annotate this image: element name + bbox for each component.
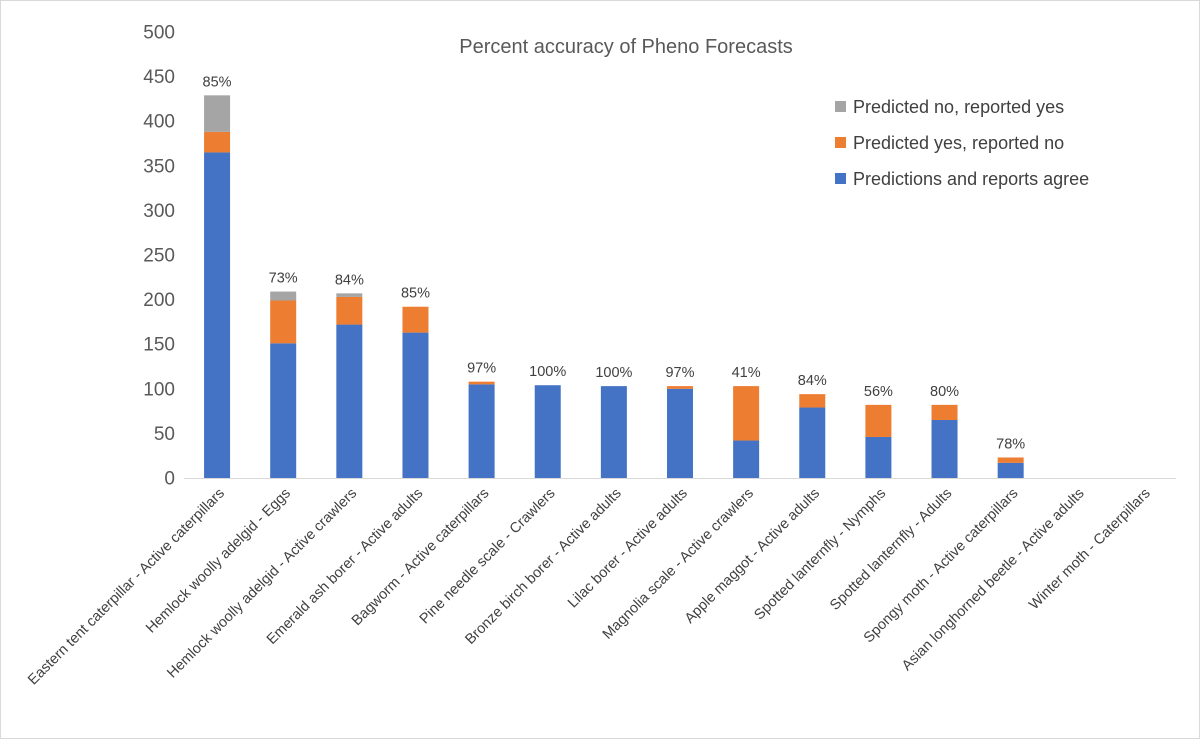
- bar-segment-1: [997, 462, 1024, 478]
- bar-segment-1: [733, 440, 760, 478]
- legend-swatch: [835, 101, 846, 112]
- bar-segment-1: [336, 324, 363, 478]
- bar-data-label: 85%: [401, 286, 430, 302]
- bar-data-label: 41%: [732, 365, 761, 381]
- y-tick-label: 400: [143, 112, 175, 133]
- bar-segment-2: [270, 300, 297, 344]
- bar-segment-1: [468, 384, 495, 478]
- category-label: Winter moth - Caterpillars: [1026, 486, 1154, 614]
- bar-segment-2: [931, 404, 958, 421]
- y-tick-label: 350: [143, 156, 175, 177]
- bar-data-label: 56%: [864, 384, 893, 400]
- category-label: Apple maggot - Active adults: [682, 486, 823, 627]
- bar-data-label: 80%: [930, 384, 959, 400]
- category-label: Spotted lanternfly - Adults: [827, 486, 955, 614]
- category-label: Lilac borer - Active adults: [565, 486, 691, 612]
- y-tick-label: 50: [154, 424, 175, 445]
- category-label: Hemlock woolly adelgid - Eggs: [143, 486, 294, 637]
- bar-segment-1: [270, 343, 297, 478]
- bar-segment-3: [204, 95, 231, 132]
- data-labels: 85% 73% 84% 85% 97% 100% 100% 97% 41% 84% 56% 80% 78…: [203, 74, 1026, 452]
- category-label: Pine needle scale - Crawlers: [417, 486, 559, 628]
- bar-data-label: 97%: [467, 361, 496, 377]
- bar-segment-1: [534, 385, 561, 478]
- chart-title: Percent accuracy of Pheno Forecasts: [459, 36, 793, 58]
- legend-entry: Predicted yes, reported no: [853, 133, 1064, 153]
- bar-segment-1: [600, 386, 627, 478]
- y-tick-label: 250: [143, 246, 175, 267]
- legend-entry: Predictions and reports agree: [853, 169, 1089, 189]
- legend-swatch: [835, 173, 846, 184]
- bar-segment-1: [402, 332, 429, 478]
- category-label: Spotted lanternfly - Nymphs: [751, 486, 889, 624]
- bar-data-label: 84%: [335, 272, 364, 288]
- bar-data-label: 73%: [269, 271, 298, 287]
- y-tick-label: 200: [143, 290, 175, 311]
- y-axis: 0 50 100 150 200 250 300 350 400 450 500: [143, 23, 175, 490]
- bar-data-label: 84%: [798, 373, 827, 389]
- legend: Predicted no, reported yes Predicted yes,…: [835, 97, 1089, 189]
- bar-segment-1: [865, 436, 892, 478]
- category-label: Bagworm - Active caterpillars: [349, 486, 493, 630]
- bar-segment-2: [733, 386, 760, 441]
- bar-data-label: 78%: [996, 436, 1025, 452]
- bar-segment-3: [270, 291, 297, 301]
- y-tick-label: 300: [143, 201, 175, 222]
- bar-segment-2: [468, 381, 495, 385]
- bar-segment-2: [865, 404, 892, 437]
- bar-data-label: 100%: [595, 365, 632, 381]
- y-tick-label: 150: [143, 335, 175, 356]
- bar-segment-3: [336, 293, 363, 297]
- bars: [204, 95, 1024, 479]
- bar-data-label: 100%: [529, 364, 566, 380]
- bar-segment-2: [799, 394, 826, 408]
- y-tick-label: 0: [164, 469, 175, 490]
- bar-data-label: 85%: [203, 74, 232, 90]
- legend-swatch: [835, 137, 846, 148]
- bar-segment-1: [204, 152, 231, 479]
- bar-data-label: 97%: [665, 365, 694, 381]
- y-tick-label: 500: [143, 23, 175, 44]
- bar-segment-2: [997, 457, 1024, 463]
- y-tick-label: 450: [143, 67, 175, 88]
- bar-segment-1: [799, 407, 826, 478]
- x-axis: Eastern tent caterpillar - Active caterp…: [25, 478, 1176, 688]
- bar-segment-2: [402, 306, 429, 333]
- bar-segment-2: [336, 296, 363, 325]
- legend-entry: Predicted no, reported yes: [853, 97, 1064, 117]
- bar-segment-2: [667, 386, 693, 389]
- bar-segment-1: [931, 420, 958, 478]
- bar-segment-1: [667, 388, 693, 478]
- bar-segment-2: [204, 131, 231, 153]
- y-tick-label: 100: [143, 379, 175, 400]
